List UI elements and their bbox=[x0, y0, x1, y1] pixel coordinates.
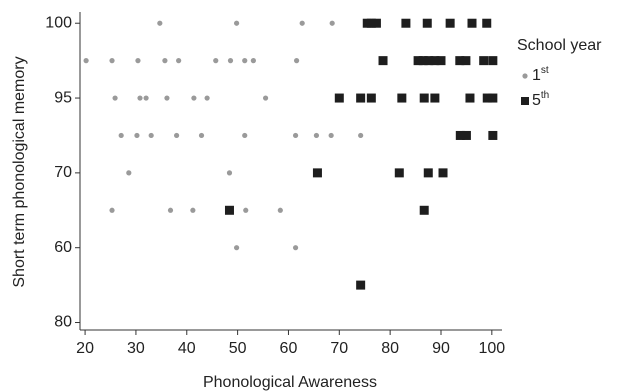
point bbox=[174, 132, 180, 139]
point bbox=[135, 58, 141, 64]
x-tick-label: 100 bbox=[478, 340, 505, 357]
x-tick-label: 60 bbox=[280, 340, 298, 357]
point bbox=[313, 132, 320, 139]
point bbox=[198, 132, 205, 139]
point bbox=[148, 132, 154, 139]
point bbox=[418, 56, 428, 66]
point bbox=[242, 58, 248, 64]
point bbox=[83, 58, 89, 64]
point bbox=[455, 56, 465, 66]
point bbox=[371, 18, 381, 28]
point bbox=[436, 56, 446, 66]
point bbox=[334, 93, 344, 103]
point bbox=[250, 58, 256, 64]
point bbox=[137, 95, 143, 101]
point bbox=[482, 18, 492, 28]
point bbox=[204, 95, 210, 101]
point bbox=[358, 132, 364, 139]
point bbox=[430, 93, 440, 103]
point bbox=[419, 205, 429, 215]
point bbox=[482, 93, 492, 103]
x-tick-label: 70 bbox=[330, 340, 348, 357]
point bbox=[438, 168, 448, 178]
point bbox=[299, 20, 305, 26]
point bbox=[109, 58, 115, 64]
point bbox=[430, 56, 440, 66]
point bbox=[262, 95, 269, 101]
point bbox=[176, 58, 182, 64]
point bbox=[227, 58, 234, 64]
x-tick-label: 30 bbox=[127, 340, 145, 357]
point bbox=[329, 20, 335, 26]
point bbox=[126, 170, 132, 176]
y-tick-label: 60 bbox=[54, 239, 72, 256]
point bbox=[292, 132, 299, 139]
legend-marker bbox=[522, 73, 528, 79]
point bbox=[467, 18, 477, 28]
point bbox=[356, 280, 366, 290]
point bbox=[394, 168, 404, 178]
legend-title: School year bbox=[517, 37, 602, 54]
point bbox=[109, 207, 115, 213]
point bbox=[224, 205, 234, 215]
point bbox=[242, 132, 248, 139]
point bbox=[422, 18, 432, 28]
point bbox=[213, 58, 219, 64]
point bbox=[401, 18, 411, 28]
point bbox=[455, 130, 465, 140]
point bbox=[356, 93, 366, 103]
point bbox=[162, 58, 168, 64]
point bbox=[293, 58, 300, 64]
point bbox=[226, 170, 233, 176]
point bbox=[112, 95, 118, 101]
point bbox=[397, 93, 407, 103]
point bbox=[488, 56, 498, 66]
point bbox=[164, 95, 170, 101]
legend-marker bbox=[521, 97, 529, 105]
x-tick-label: 80 bbox=[381, 340, 399, 357]
point bbox=[167, 207, 174, 213]
point bbox=[419, 93, 429, 103]
y-tick-label: 80 bbox=[54, 314, 72, 331]
point bbox=[328, 132, 334, 139]
x-axis-title: Phonological Awareness bbox=[203, 374, 377, 391]
point bbox=[243, 207, 249, 213]
point bbox=[461, 56, 471, 66]
point bbox=[157, 20, 163, 26]
point bbox=[190, 207, 196, 213]
point bbox=[424, 56, 434, 66]
point bbox=[191, 95, 197, 101]
point bbox=[233, 245, 240, 251]
legend-label: 1st bbox=[532, 65, 549, 85]
point bbox=[118, 132, 124, 139]
point bbox=[292, 245, 299, 251]
point bbox=[413, 56, 423, 66]
point bbox=[366, 93, 376, 103]
point bbox=[312, 168, 322, 178]
y-tick-label: 70 bbox=[54, 164, 72, 181]
point bbox=[277, 207, 283, 213]
point bbox=[445, 18, 455, 28]
point bbox=[378, 56, 388, 66]
point bbox=[233, 20, 240, 26]
x-tick-label: 50 bbox=[229, 340, 247, 357]
point bbox=[366, 18, 376, 28]
point bbox=[479, 56, 489, 66]
point bbox=[465, 93, 475, 103]
point bbox=[134, 132, 140, 139]
point bbox=[143, 95, 149, 101]
x-tick-label: 20 bbox=[76, 340, 94, 357]
y-axis-title: Short term phonological memory bbox=[11, 56, 28, 287]
legend-label: 5th bbox=[532, 90, 549, 110]
point bbox=[488, 130, 498, 140]
point bbox=[423, 168, 433, 178]
x-tick-label: 90 bbox=[432, 340, 450, 357]
y-tick-label: 100 bbox=[45, 14, 72, 31]
x-tick-label: 40 bbox=[178, 340, 196, 357]
point bbox=[488, 93, 498, 103]
point bbox=[461, 130, 471, 140]
y-tick-label: 95 bbox=[54, 89, 72, 106]
